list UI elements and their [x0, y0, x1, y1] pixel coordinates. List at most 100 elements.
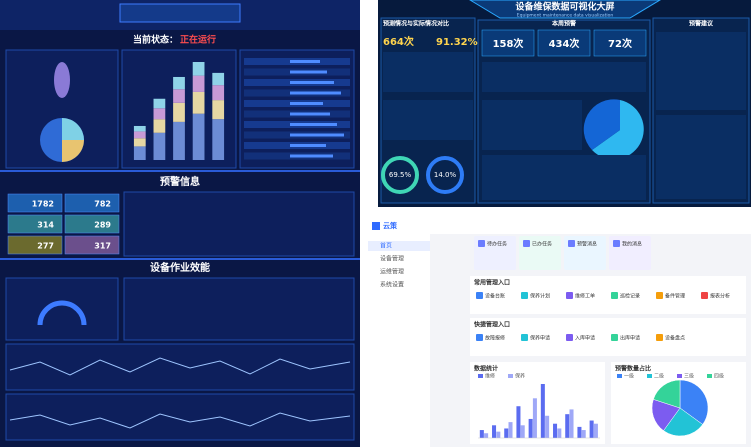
kpi-value: 289	[94, 221, 111, 230]
table-box	[123, 277, 355, 341]
link-icon	[656, 292, 663, 299]
bar-segment	[192, 91, 205, 114]
list	[244, 58, 350, 160]
bar-segment	[192, 113, 205, 160]
link-label: 维修工单	[575, 293, 595, 300]
list-bar	[290, 91, 341, 95]
list-bar	[290, 102, 323, 105]
panel-title: 预警建议	[689, 20, 714, 28]
section-box	[470, 318, 746, 356]
kpi-box	[7, 235, 63, 255]
dashboard-title: 设备维保数据可视化大屏	[515, 1, 614, 13]
menu-item: 首页	[380, 242, 392, 250]
pie-decor	[62, 140, 84, 162]
bar-segment	[173, 76, 185, 90]
pie-slice	[653, 379, 681, 409]
bar-segment	[173, 102, 185, 122]
pie-decor	[592, 100, 644, 160]
bar-segment	[173, 121, 185, 160]
gauge-ring	[381, 156, 419, 194]
bar	[496, 431, 501, 438]
bar	[553, 423, 558, 438]
link-label: 保养计划	[530, 293, 550, 300]
weekly-stats: 158次 434次 72次	[481, 29, 647, 57]
table	[383, 52, 473, 92]
sidebar	[368, 234, 430, 447]
stat-value: 664次	[383, 35, 414, 48]
quick-cards: 待办任务 已办任务 预警消息 我的消息	[474, 236, 651, 270]
kpi-box	[64, 193, 120, 213]
gauge-decor	[37, 300, 87, 326]
warning-table	[123, 191, 355, 257]
line-decor	[9, 412, 351, 429]
divider	[0, 258, 360, 260]
gauge-box	[5, 277, 119, 341]
legend-label: 三级	[684, 373, 694, 380]
list-bar	[290, 81, 334, 84]
link-icon	[656, 334, 663, 341]
pie-slice	[679, 379, 709, 425]
table	[656, 32, 746, 110]
bar	[581, 430, 586, 438]
pie-decor	[583, 99, 620, 150]
bar	[532, 398, 537, 438]
bar-segment	[192, 62, 205, 76]
title-frame	[469, 0, 661, 19]
kpi-value: 277	[37, 242, 54, 251]
bar-segment	[133, 146, 146, 160]
quick-links: 故障报修 保养申请 入库申请 出库申请 设备盘点	[476, 334, 685, 342]
kpi-box	[7, 193, 63, 213]
section-box	[470, 276, 746, 314]
right-box	[239, 49, 355, 169]
kpi-value: 782	[94, 200, 111, 209]
card-icon	[613, 240, 620, 247]
bar	[577, 426, 582, 438]
table	[482, 100, 582, 150]
card-label: 预警消息	[577, 241, 597, 248]
link-icon	[611, 334, 618, 341]
line-box	[5, 393, 355, 441]
chart-title: 预警数量占比	[615, 365, 651, 373]
bar-segment	[133, 131, 146, 139]
menu-active	[368, 241, 430, 251]
panel-title: 预测情况与实际情况对比	[383, 20, 449, 28]
logo-icon	[372, 222, 380, 230]
kpi-value: 1782	[32, 200, 54, 209]
bar-segment	[212, 72, 225, 86]
bar	[593, 423, 598, 438]
list-bar	[290, 123, 337, 126]
logo-text: 云策	[383, 221, 398, 230]
section-title: 设备作业效能	[150, 261, 210, 274]
list-bar	[290, 133, 344, 137]
bar	[528, 418, 533, 438]
bar	[545, 415, 550, 438]
bar-segment	[192, 75, 205, 92]
list-bar	[290, 112, 330, 116]
table	[383, 100, 473, 140]
link-icon	[476, 292, 483, 299]
link-label: 备件管理	[665, 293, 685, 300]
legend-label: 二级	[654, 373, 664, 380]
funnel-decor	[54, 62, 70, 98]
legend-swatch	[478, 374, 483, 378]
chart-title: 数据统计	[474, 365, 498, 373]
bar	[516, 406, 521, 438]
bar-segment	[212, 119, 225, 160]
table	[656, 115, 746, 199]
stat-value: 158次	[493, 37, 524, 50]
legend-swatch	[677, 374, 682, 378]
bar	[520, 425, 525, 438]
bar	[557, 428, 562, 438]
bar-segment	[133, 138, 146, 147]
list-bar	[290, 60, 320, 63]
link-icon	[476, 334, 483, 341]
kpi-value: 317	[94, 242, 111, 251]
pie-decor	[62, 118, 84, 140]
common-links: 设备台账 保养计划 维修工单 巡检记录 备件管理 报表分析	[476, 292, 730, 300]
bar	[565, 414, 570, 438]
link-label: 巡检记录	[620, 293, 640, 300]
dashboard-subtitle: Equipment maintenance data visualization	[517, 13, 614, 19]
bar	[484, 433, 489, 438]
